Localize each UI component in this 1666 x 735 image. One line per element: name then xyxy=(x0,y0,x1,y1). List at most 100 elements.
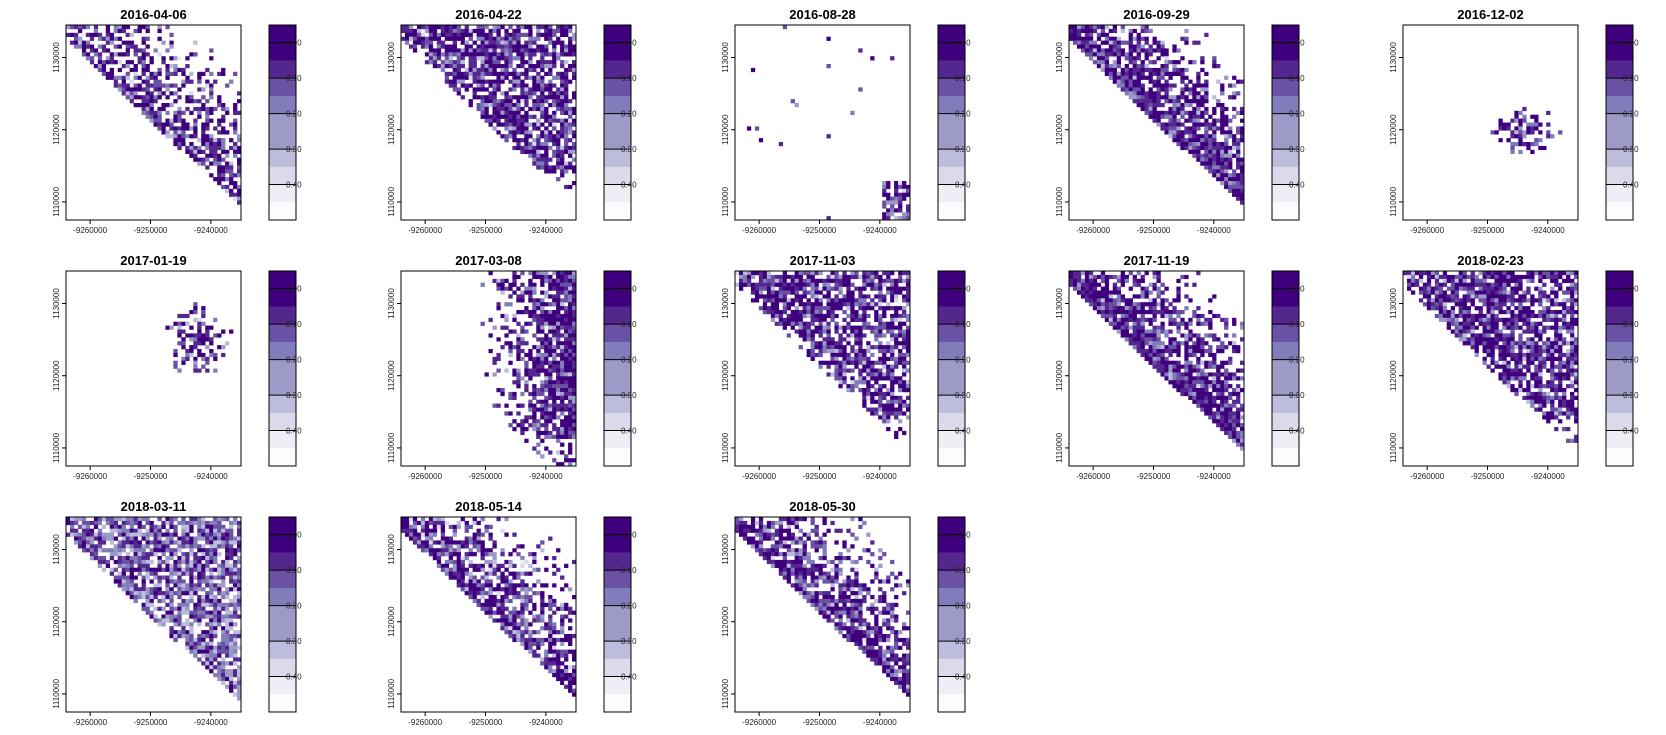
legend-frame xyxy=(937,24,966,221)
raster-cell xyxy=(1112,313,1118,319)
raster-cell xyxy=(1200,399,1205,404)
legend-swatch xyxy=(269,149,296,168)
raster-cell xyxy=(564,184,569,190)
raster-cell xyxy=(806,325,811,330)
raster-cell xyxy=(1498,271,1503,276)
raster-cell xyxy=(1084,286,1090,291)
raster-cell xyxy=(1196,384,1201,389)
raster-cell xyxy=(1526,298,1531,303)
raster-cell xyxy=(1168,87,1173,92)
raster-cell xyxy=(802,310,807,315)
raster-cell xyxy=(564,118,569,123)
raster-cell xyxy=(536,325,541,330)
raster-cell xyxy=(1566,306,1571,311)
raster-cell xyxy=(552,40,557,45)
raster-cell xyxy=(1136,310,1141,315)
raster-cell xyxy=(870,384,875,389)
raster-cell xyxy=(878,388,883,393)
raster-cell xyxy=(1216,403,1221,408)
raster-cell xyxy=(73,44,79,49)
raster-cell xyxy=(125,83,130,88)
raster-cell xyxy=(1200,388,1205,393)
raster-cell xyxy=(1538,294,1543,299)
raster-cell xyxy=(504,118,509,123)
raster-cell xyxy=(456,79,461,84)
raster-cell xyxy=(1184,145,1189,151)
raster-cell xyxy=(572,384,577,389)
raster-cell xyxy=(814,278,819,283)
legend-swatch xyxy=(604,377,631,396)
raster-cell xyxy=(1088,271,1094,276)
raster-cell xyxy=(516,75,521,80)
raster-cell xyxy=(464,87,469,92)
raster-cell xyxy=(866,395,871,400)
raster-cell xyxy=(1570,313,1575,319)
raster-cell xyxy=(806,352,811,358)
raster-cell xyxy=(237,188,242,193)
raster-cell xyxy=(1132,282,1137,287)
raster-cell xyxy=(1208,169,1213,174)
raster-cell xyxy=(1096,290,1102,295)
raster-cell xyxy=(185,99,190,104)
raster-cell xyxy=(548,169,553,174)
raster-cell xyxy=(157,118,162,123)
raster-cell xyxy=(548,341,553,346)
raster-cell xyxy=(165,75,170,80)
raster-cell xyxy=(870,302,875,307)
raster-cell xyxy=(1176,290,1181,295)
raster-cell xyxy=(1172,122,1177,127)
raster-cell xyxy=(898,380,903,385)
x-tick-label: -9260000 xyxy=(1410,226,1444,235)
raster-cell xyxy=(117,25,122,30)
raster-cell xyxy=(1562,313,1567,319)
raster-cell xyxy=(548,165,553,170)
raster-cell xyxy=(229,188,234,193)
raster-cell xyxy=(1188,91,1193,96)
raster-cell xyxy=(822,337,827,342)
raster-cell xyxy=(1224,75,1229,80)
raster-cell xyxy=(814,325,819,330)
raster-cell xyxy=(1120,28,1125,34)
raster-cell xyxy=(1076,44,1082,49)
raster-cell xyxy=(520,298,525,303)
raster-cell xyxy=(1224,153,1229,158)
legend-swatch xyxy=(938,42,965,61)
raster-cell xyxy=(97,52,103,57)
raster-cell xyxy=(520,60,525,65)
raster-cell xyxy=(1160,75,1165,80)
raster-cell xyxy=(456,36,461,41)
legend-colorbar: 0.000.100.200.300.40 xyxy=(937,270,971,467)
raster-cell xyxy=(197,337,202,342)
raster-cell xyxy=(846,313,851,319)
raster-cell xyxy=(1160,306,1165,311)
raster-cell xyxy=(1510,130,1515,135)
raster-cell xyxy=(1216,368,1221,373)
raster-cell xyxy=(181,110,186,115)
raster-cell xyxy=(1526,122,1531,127)
raster-cell xyxy=(1510,317,1515,322)
raster-cell xyxy=(492,83,497,88)
raster-cell xyxy=(1514,317,1519,322)
raster-cell xyxy=(1152,91,1157,96)
raster-cell xyxy=(568,427,573,432)
raster-cell xyxy=(1160,282,1165,287)
raster-cell xyxy=(536,36,541,41)
raster-cell xyxy=(528,95,533,100)
raster-cell xyxy=(854,286,859,291)
raster-cell xyxy=(185,64,190,69)
raster-cell xyxy=(93,28,99,34)
raster-cell xyxy=(902,399,907,404)
raster-cell xyxy=(408,44,414,49)
raster-cell xyxy=(568,126,573,131)
raster-cell xyxy=(556,75,561,80)
raster-cell xyxy=(536,161,541,166)
raster-cell xyxy=(1180,138,1185,143)
raster-cell xyxy=(225,188,230,193)
raster-cell xyxy=(1212,403,1217,408)
raster-cell xyxy=(774,306,780,311)
raster-cell xyxy=(524,310,529,315)
raster-cell xyxy=(1160,372,1165,377)
raster-cell xyxy=(866,368,871,373)
raster-cell xyxy=(854,313,859,319)
raster-cell xyxy=(1570,306,1575,311)
